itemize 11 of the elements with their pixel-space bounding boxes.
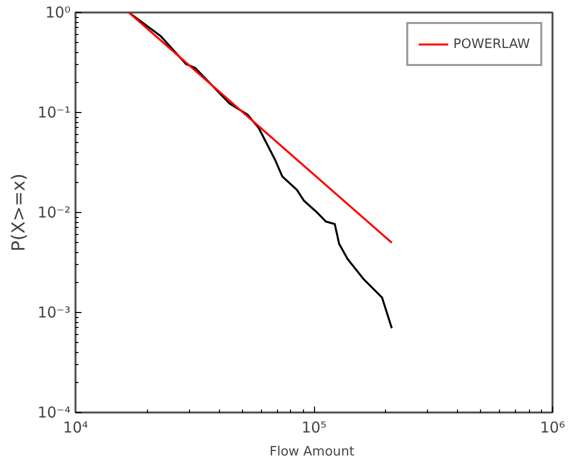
y-axis-title: P(X>=x): [8, 173, 30, 252]
y-tick-label: 10⁻²: [37, 204, 71, 222]
y-tick-label: 10⁻⁴: [37, 404, 71, 422]
x-tick-label: 10⁴: [62, 418, 88, 436]
y-tick-label: 10⁻¹: [37, 104, 71, 122]
y-tick-label: 10⁻³: [37, 304, 71, 322]
y-tick-label: 10⁰: [45, 4, 71, 22]
x-tick-label: 10⁵: [301, 418, 327, 436]
legend-label: POWERLAW: [453, 36, 530, 52]
x-tick-label: 10⁶: [540, 418, 566, 436]
x-axis-title: Flow Amount: [269, 444, 354, 460]
